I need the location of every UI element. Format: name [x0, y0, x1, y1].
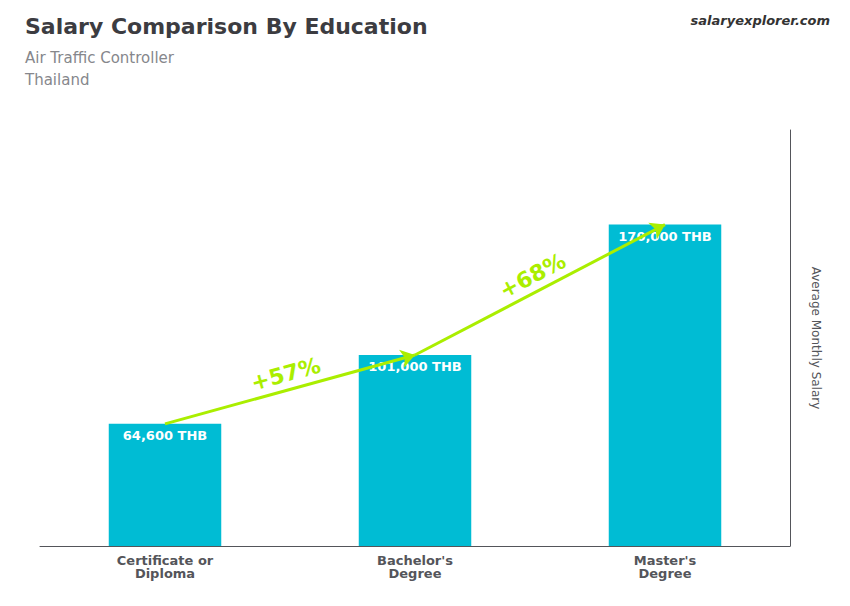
svg-text:Diploma: Diploma [135, 566, 195, 581]
svg-text:+68%: +68% [495, 248, 570, 303]
svg-text:101,000 THB: 101,000 THB [368, 359, 461, 374]
svg-text:Degree: Degree [389, 566, 442, 581]
svg-text:salaryexplorer.com: salaryexplorer.com [691, 13, 830, 28]
svg-text:Salary Comparison By Education: Salary Comparison By Education [25, 14, 428, 39]
svg-text:Certificate or: Certificate or [116, 553, 214, 568]
svg-text:Thailand: Thailand [24, 71, 89, 89]
svg-text:+57%: +57% [248, 353, 323, 396]
svg-text:170,000 THB: 170,000 THB [618, 228, 712, 244]
svg-text:Master's: Master's [633, 553, 697, 568]
svg-text:Degree: Degree [639, 566, 692, 581]
svg-text:Average Monthly Salary: Average Monthly Salary [809, 267, 823, 410]
svg-text:Bachelor's: Bachelor's [377, 553, 453, 568]
svg-text:64,600 THB: 64,600 THB [123, 428, 207, 443]
svg-text:Air Traffic Controller: Air Traffic Controller [25, 49, 175, 67]
